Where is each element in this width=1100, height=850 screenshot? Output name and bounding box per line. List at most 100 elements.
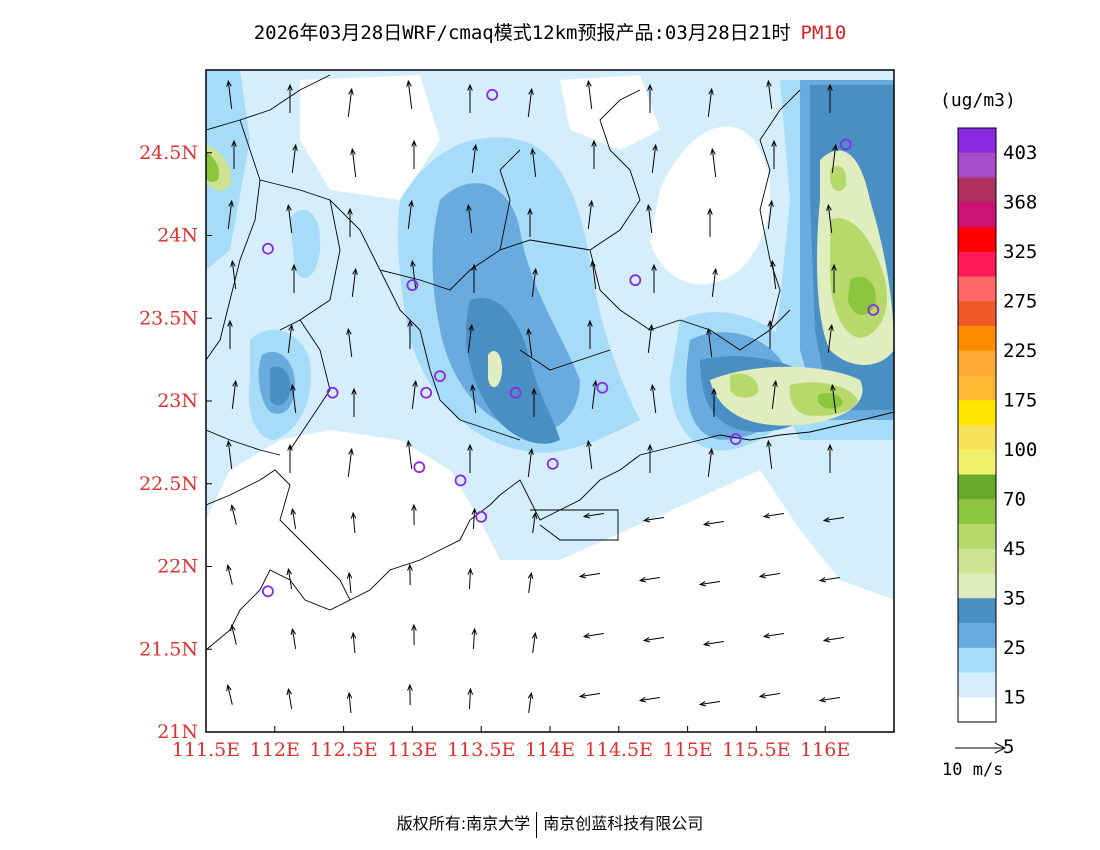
y-tick-label: 21N — [157, 721, 198, 743]
wind-arrow-head — [228, 199, 234, 208]
station-marker — [839, 138, 852, 151]
wind-arrow — [287, 325, 293, 353]
colorbar-swatch — [958, 697, 996, 723]
y-tick-label: 22N — [157, 556, 198, 578]
wind-arrow-head — [291, 263, 297, 271]
wind-arrow-head — [702, 640, 711, 647]
station-marker — [867, 304, 880, 316]
wind-arrow — [824, 637, 844, 641]
wind-arrow-head — [467, 567, 474, 575]
wind-arrow-head — [230, 504, 236, 512]
y-tick-label: 21.5N — [139, 638, 198, 660]
wind-arrow-head — [587, 319, 593, 327]
station-markers — [262, 88, 880, 598]
station-marker — [434, 370, 446, 383]
wind-arrow — [227, 441, 233, 469]
wind-arrow-head — [411, 623, 417, 631]
wind-arrow-head — [232, 379, 238, 388]
wind-arrow-head — [708, 447, 714, 456]
wind-arrow-head — [642, 636, 651, 643]
colorbar-swatch — [958, 672, 996, 698]
colorbar-swatch — [958, 350, 996, 376]
wind-arrow-head — [346, 571, 353, 579]
wind-arrow — [831, 385, 837, 413]
colorbar-swatch — [958, 128, 996, 154]
x-tick-label: 111.5E — [172, 739, 240, 761]
wind-arrow — [700, 701, 720, 705]
wind-arrow — [771, 261, 777, 289]
wind-arrow — [528, 693, 532, 713]
colorbar-frame — [957, 127, 997, 723]
wind-arrow-head — [532, 267, 538, 276]
station-marker — [413, 461, 426, 474]
wind-arrow — [647, 325, 653, 353]
wind-arrow — [348, 572, 352, 594]
wind-arrow — [231, 625, 237, 645]
wind-arrow-head — [346, 691, 353, 699]
wind-arrow-head — [406, 439, 412, 448]
wind-arrow — [469, 568, 471, 590]
wind-arrow — [591, 381, 597, 409]
wind-arrow-head — [767, 319, 773, 327]
station-marker — [420, 386, 433, 399]
colorbar-swatch — [958, 499, 996, 525]
wind-arrow — [231, 261, 237, 289]
wind-arrow — [407, 201, 413, 229]
wind-arrow-head — [346, 327, 352, 336]
wind-arrow — [351, 149, 357, 177]
wind-arrow-head — [287, 83, 293, 91]
wind-arrow-head — [590, 259, 596, 268]
wind-arrow-head — [822, 516, 831, 523]
wind-arrow — [580, 573, 600, 577]
wind-arrow-head — [230, 259, 236, 268]
wind-arrow-head — [591, 139, 597, 147]
wind-arrow-head — [287, 443, 293, 451]
wind-arrow-head — [592, 379, 598, 388]
colorbar-unit: (ug/m3) — [940, 90, 1016, 111]
wind-arrow-head — [226, 439, 232, 448]
wind-arrow-head — [648, 323, 654, 332]
wind-arrow — [532, 513, 536, 533]
wind-arrow — [227, 685, 233, 705]
wind-arrow — [352, 632, 356, 654]
x-tick-label: 112.5E — [309, 739, 377, 761]
wind-arrow-head — [468, 323, 474, 332]
wind-arrow — [227, 201, 233, 229]
wind-arrow-head — [766, 79, 772, 88]
y-tick-label: 22.5N — [139, 473, 198, 495]
wind-arrow-head — [712, 267, 718, 276]
wind-arrow-head — [288, 323, 294, 332]
wind-arrow — [827, 325, 833, 353]
wind-arrow — [831, 145, 837, 173]
colorbar-swatch — [958, 301, 996, 327]
wind-arrow-head — [528, 87, 534, 96]
wind-arrow-head — [578, 572, 587, 579]
wind-arrow-head — [411, 139, 417, 147]
station-marker — [262, 242, 274, 255]
wind-arrow-head — [531, 511, 538, 520]
station-marker — [454, 474, 467, 487]
station-marker — [509, 386, 522, 399]
wind-arrow — [767, 441, 773, 469]
wind-arrow-head — [347, 207, 353, 215]
wind-arrow — [704, 521, 724, 525]
x-tick-label: 115.5E — [722, 739, 790, 761]
colorbar-swatch — [958, 449, 996, 475]
x-tick-label: 114E — [525, 739, 575, 761]
wind-arrow — [587, 81, 593, 109]
wind-arrow — [584, 513, 604, 517]
wind-arrow-head — [467, 443, 473, 451]
wind-arrow — [471, 385, 477, 413]
wind-arrow — [472, 628, 476, 650]
wind-arrow — [532, 633, 536, 653]
wind-arrow — [291, 145, 297, 173]
wind-arrow — [351, 269, 357, 297]
colorbar: 403 368 325 275 225 175 100 70 45 35 25 15 5 — [957, 127, 1037, 758]
title-text: 2026年03月28日WRF/cmaq模式12km预报产品:03月28日21时 — [253, 22, 791, 44]
wind-arrow-head — [410, 259, 416, 268]
wind-arrow-head — [290, 383, 296, 392]
wind-arrow — [287, 689, 293, 709]
wind-arrow-head — [706, 327, 712, 336]
wind-arrow — [820, 697, 840, 701]
station-marker — [262, 585, 274, 598]
